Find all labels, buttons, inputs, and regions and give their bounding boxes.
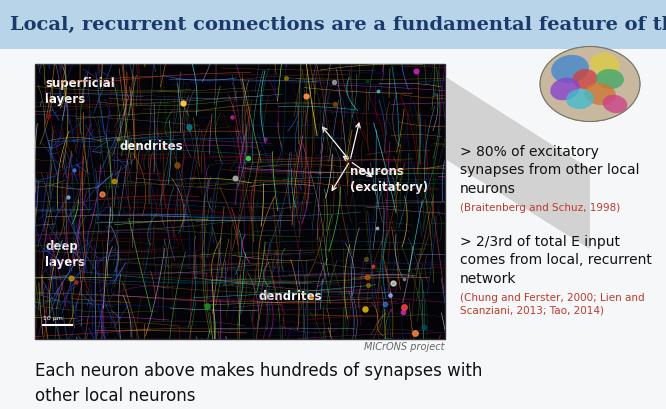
Text: (Braitenberg and Schuz, 1998): (Braitenberg and Schuz, 1998) [460,202,620,213]
Text: dendrites: dendrites [258,289,322,302]
Bar [0,50,666,409]
Text: deep
layers: deep layers [45,239,85,268]
Ellipse shape [584,84,616,106]
Text: Each neuron above makes hundreds of synapses with
other local neurons: Each neuron above makes hundreds of syna… [35,361,482,404]
Text: > 80% of excitatory
synapses from other local
neurons: > 80% of excitatory synapses from other … [460,145,639,196]
Text: MICrONS project: MICrONS project [364,341,445,351]
Ellipse shape [551,56,589,84]
Text: dendrites: dendrites [120,139,184,153]
Text: 10 µm: 10 µm [43,315,63,320]
Bar [0,0,666,50]
Ellipse shape [603,96,627,114]
Text: superficial
layers: superficial layers [45,77,115,106]
Text: (Chung and Ferster, 2000; Lien and
Scanziani, 2013; Tao, 2014): (Chung and Ferster, 2000; Lien and Scanz… [460,292,645,315]
Bar [35,65,445,339]
Text: > 2/3rd of total E input
comes from local, recurrent
network: > 2/3rd of total E input comes from loca… [460,234,652,285]
Ellipse shape [540,47,640,122]
Ellipse shape [550,79,580,101]
Ellipse shape [590,54,620,76]
Ellipse shape [566,90,594,110]
Text: neurons
(excitatory): neurons (excitatory) [350,164,428,193]
Ellipse shape [596,70,624,90]
Polygon shape [447,79,590,249]
Text: Local, recurrent connections are a fundamental feature of the cortex: Local, recurrent connections are a funda… [10,16,666,34]
Ellipse shape [573,70,597,90]
